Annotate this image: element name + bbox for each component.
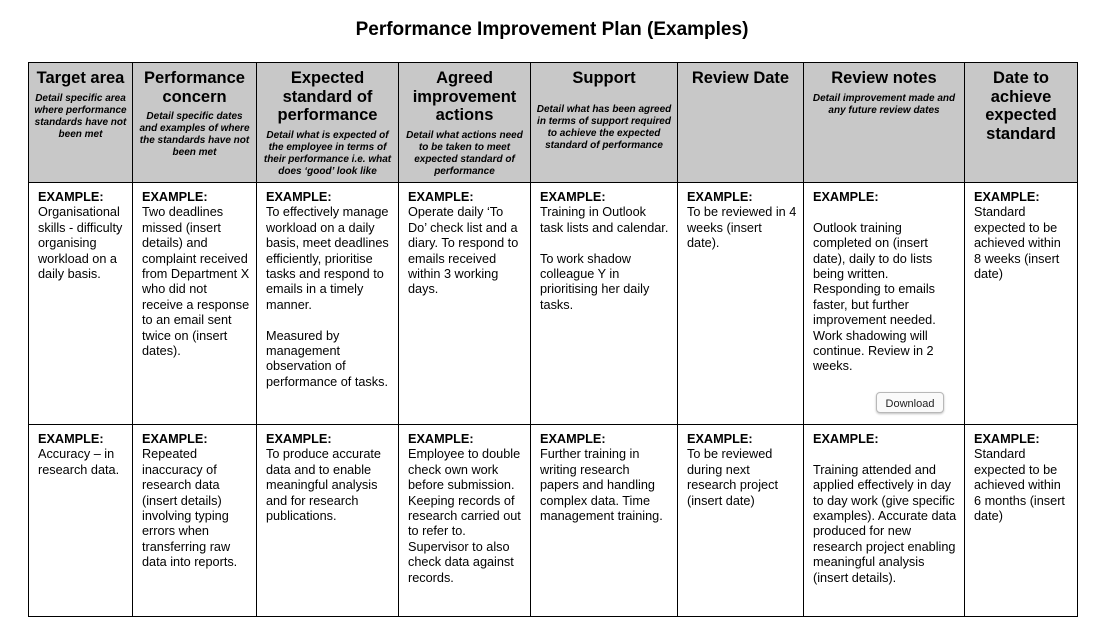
column-description: Detail specific dates and examples of wh… <box>139 111 250 158</box>
example-label: EXAMPLE: <box>142 432 208 446</box>
table-cell: EXAMPLE: Standard expected to be achieved… <box>964 182 1078 425</box>
example-label: EXAMPLE: <box>38 432 104 446</box>
header-review-notes: Review notes Detail improvement made and… <box>803 62 965 183</box>
table-cell: EXAMPLE: Organisational skills - difficul… <box>28 182 133 425</box>
example-label: EXAMPLE: <box>408 432 474 446</box>
example-label: EXAMPLE: <box>687 190 753 204</box>
header-performance-concern: Performance concern Detail specific date… <box>132 62 257 183</box>
table-cell: EXAMPLE: Training in Outlook task lists a… <box>530 182 678 425</box>
table-cell: EXAMPLE: To produce accurate data and to … <box>256 424 399 617</box>
column-title: Agreed improvement actions <box>412 69 517 124</box>
cell-text: To be reviewed during next research proj… <box>687 447 782 508</box>
cell-text: Operate daily ‘To Do’ check list and a d… <box>408 205 522 297</box>
column-title: Expected standard of performance <box>277 69 378 124</box>
cell-text: Training attended and applied effectivel… <box>813 462 957 585</box>
header-support: Support Detail what has been agreed in t… <box>530 62 678 183</box>
table-cell: EXAMPLE: Two deadlines missed (insert det… <box>132 182 257 425</box>
example-label: EXAMPLE: <box>408 190 474 204</box>
column-title: Performance concern <box>144 69 245 106</box>
example-label: EXAMPLE: <box>142 190 208 204</box>
column-title: Review Date <box>691 69 790 87</box>
cell-text: Repeated inaccuracy of research data (in… <box>142 447 238 570</box>
example-label: EXAMPLE: <box>687 432 753 446</box>
column-title: Target area <box>36 69 125 87</box>
table-cell: EXAMPLE: To be reviewed in 4 weeks (inser… <box>677 182 804 425</box>
table-cell: EXAMPLE: Operate daily ‘To Do’ check list… <box>398 182 531 425</box>
column-description: Detail what actions need to be taken to … <box>406 129 523 177</box>
header-expected-standard: Expected standard of performance Detail … <box>256 62 399 183</box>
column-title: Review notes <box>831 69 937 87</box>
column-description: Detail what is expected of the employee … <box>263 129 392 177</box>
cell-text: To produce accurate data and to enable m… <box>266 447 385 524</box>
table-row: EXAMPLE: Organisational skills - difficul… <box>28 182 1078 425</box>
improvement-plan-table: Target area Detail specific area where p… <box>28 62 1078 617</box>
header-row: Target area Detail specific area where p… <box>28 62 1078 183</box>
table-cell: EXAMPLE: Repeated inaccuracy of research … <box>132 424 257 617</box>
header-agreed-actions: Agreed improvement actions Detail what a… <box>398 62 531 183</box>
cell-text: Standard expected to be achieved within … <box>974 205 1065 282</box>
download-button[interactable]: Download <box>876 392 944 413</box>
cell-text: To be reviewed in 4 weeks (insert date). <box>687 205 800 251</box>
example-label: EXAMPLE: <box>266 190 332 204</box>
example-label: EXAMPLE: <box>974 432 1040 446</box>
table-cell: EXAMPLE: To be reviewed during next resea… <box>677 424 804 617</box>
cell-text: Two deadlines missed (insert details) an… <box>142 205 253 359</box>
column-description: Detail improvement made and any future r… <box>812 92 956 116</box>
column-title: Date to achieve expected standard <box>985 69 1057 143</box>
cell-text: To effectively manage workload on a dail… <box>266 205 389 389</box>
example-label: EXAMPLE: <box>38 190 104 204</box>
example-label: EXAMPLE: <box>540 432 606 446</box>
column-description: Detail what has been agreed in terms of … <box>536 103 672 151</box>
example-label: EXAMPLE: <box>813 190 879 204</box>
page-title: Performance Improvement Plan (Examples) <box>355 19 749 40</box>
example-label: EXAMPLE: <box>813 432 879 446</box>
cell-text: Organisational skills - difficulty organ… <box>38 205 126 282</box>
cell-text: Standard expected to be achieved within … <box>974 447 1069 524</box>
table-cell: EXAMPLE: Employee to double check own wor… <box>398 424 531 617</box>
table-cell: EXAMPLE: Accuracy – in research data. <box>28 424 133 617</box>
cell-text: Outlook training completed on (insert da… <box>813 220 936 374</box>
table-cell: EXAMPLE: Standard expected to be achieved… <box>964 424 1078 617</box>
column-title: Support <box>572 69 636 87</box>
cell-text: Training in Outlook task lists and calen… <box>540 205 669 312</box>
table-row: EXAMPLE: Accuracy – in research data. EXA… <box>28 424 1078 617</box>
cell-text: Further training in writing research pap… <box>540 447 663 524</box>
column-description: Detail specific area where performance s… <box>34 92 127 140</box>
header-target-area: Target area Detail specific area where p… <box>28 62 133 183</box>
example-label: EXAMPLE: <box>974 190 1040 204</box>
header-date-to-achieve: Date to achieve expected standard <box>964 62 1078 183</box>
cell-text: Accuracy – in research data. <box>38 447 120 477</box>
example-label: EXAMPLE: <box>266 432 332 446</box>
cell-text: Employee to double check own work before… <box>408 447 525 585</box>
example-label: EXAMPLE: <box>540 190 606 204</box>
table-cell: EXAMPLE: Training attended and applied e… <box>803 424 965 617</box>
table-cell: EXAMPLE: Outlook training completed on (… <box>803 182 965 425</box>
table-cell: EXAMPLE: To effectively manage workload o… <box>256 182 399 425</box>
table-cell: EXAMPLE: Further training in writing rese… <box>530 424 678 617</box>
header-review-date: Review Date <box>677 62 804 183</box>
